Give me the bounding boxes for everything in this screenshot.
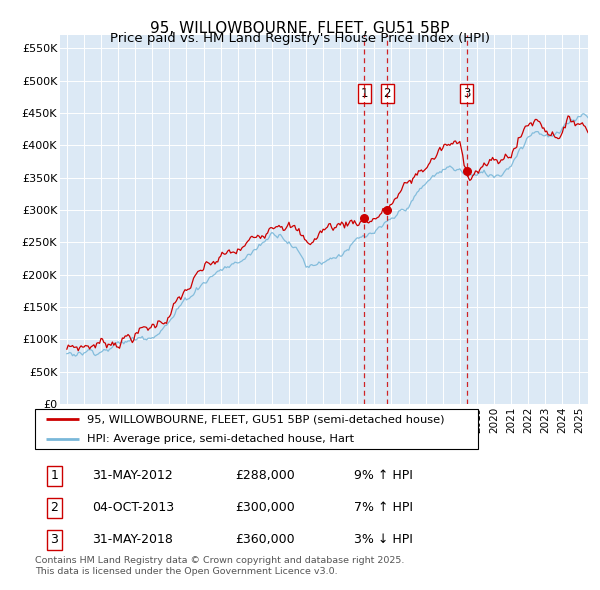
Text: 3: 3: [463, 87, 470, 100]
Text: £360,000: £360,000: [235, 533, 295, 546]
Text: £300,000: £300,000: [235, 502, 295, 514]
FancyBboxPatch shape: [35, 409, 478, 449]
Text: 1: 1: [50, 469, 58, 482]
Text: 1: 1: [361, 87, 368, 100]
Text: £288,000: £288,000: [235, 469, 295, 482]
Text: 2: 2: [50, 502, 58, 514]
Text: 3% ↓ HPI: 3% ↓ HPI: [354, 533, 413, 546]
Text: 31-MAY-2018: 31-MAY-2018: [92, 533, 173, 546]
Text: 3: 3: [50, 533, 58, 546]
Text: 95, WILLOWBOURNE, FLEET, GU51 5BP (semi-detached house): 95, WILLOWBOURNE, FLEET, GU51 5BP (semi-…: [86, 415, 444, 424]
Text: 95, WILLOWBOURNE, FLEET, GU51 5BP: 95, WILLOWBOURNE, FLEET, GU51 5BP: [150, 21, 450, 35]
Text: 9% ↑ HPI: 9% ↑ HPI: [354, 469, 413, 482]
Text: 04-OCT-2013: 04-OCT-2013: [92, 502, 174, 514]
Text: 2: 2: [383, 87, 391, 100]
Text: Price paid vs. HM Land Registry's House Price Index (HPI): Price paid vs. HM Land Registry's House …: [110, 32, 490, 45]
Text: Contains HM Land Registry data © Crown copyright and database right 2025.
This d: Contains HM Land Registry data © Crown c…: [35, 556, 405, 576]
Text: 31-MAY-2012: 31-MAY-2012: [92, 469, 173, 482]
Text: HPI: Average price, semi-detached house, Hart: HPI: Average price, semi-detached house,…: [86, 434, 354, 444]
Text: 7% ↑ HPI: 7% ↑ HPI: [354, 502, 413, 514]
